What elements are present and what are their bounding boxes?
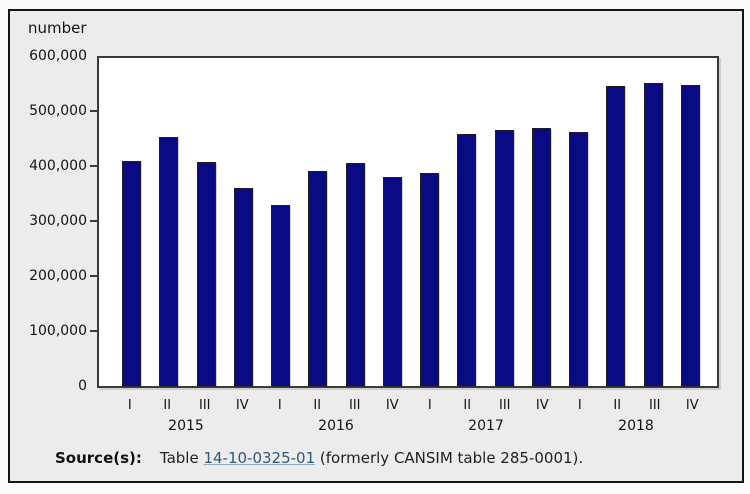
- bar-slot: [597, 58, 634, 386]
- x-year-label: 2016: [318, 418, 354, 434]
- source-label: Source(s):: [55, 449, 142, 467]
- source-line: Source(s): Table 14-10-0325-01 (formerly …: [10, 449, 742, 468]
- bar-slot: [560, 58, 597, 386]
- source-table-link[interactable]: 14-10-0325-01: [203, 449, 316, 467]
- x-tick-label: II: [313, 398, 322, 413]
- x-tick-label: III: [198, 398, 211, 413]
- axis-tick: [90, 165, 97, 167]
- x-axis-quarter-labels: I II III IV I II III IV I II III IV I II III IV: [97, 398, 719, 414]
- bar: [271, 204, 291, 386]
- bar: [345, 163, 365, 386]
- bar: [122, 161, 142, 386]
- bar-slot: [411, 58, 448, 386]
- axis-tick: [90, 330, 97, 332]
- x-tick-label: I: [277, 398, 282, 413]
- x-tick-label: IV: [385, 398, 399, 413]
- bar: [606, 85, 626, 386]
- x-tick-label: III: [348, 398, 361, 413]
- bar-slot: [150, 58, 187, 386]
- bar-slot: [188, 58, 225, 386]
- axis-tick: [90, 220, 97, 222]
- x-year-label: 2015: [168, 418, 204, 434]
- plot-area: [97, 56, 719, 388]
- x-tick-label: II: [613, 398, 622, 413]
- x-tick-label: I: [577, 398, 582, 413]
- source-text-after-link: (formerly CANSIM table 285-0001).: [315, 449, 584, 467]
- x-tick-label: III: [498, 398, 511, 413]
- bar: [680, 84, 700, 386]
- y-tick-label: 500,000: [29, 103, 87, 119]
- x-year-label: 2018: [618, 418, 654, 434]
- bar-slot: [262, 58, 299, 386]
- bar: [159, 137, 179, 386]
- x-axis-year-labels: 2015 2016 2017 2018: [97, 418, 719, 435]
- bar: [531, 128, 551, 386]
- bar-slot: [299, 58, 336, 386]
- bar-slot: [672, 58, 709, 386]
- y-tick-label: 200,000: [29, 268, 87, 284]
- bar: [494, 129, 514, 386]
- axis-tick: [90, 110, 97, 112]
- x-tick-label: II: [163, 398, 172, 413]
- bar-slot: [374, 58, 411, 386]
- bar: [233, 188, 253, 386]
- x-tick-label: II: [463, 398, 472, 413]
- y-tick-label: 300,000: [29, 213, 87, 229]
- x-tick-label: I: [427, 398, 432, 413]
- y-tick-label: 0: [78, 378, 87, 394]
- bar-series: [99, 58, 717, 386]
- y-tick-label: 400,000: [29, 158, 87, 174]
- bar-slot: [486, 58, 523, 386]
- x-tick-label: IV: [235, 398, 249, 413]
- bar-slot: [448, 58, 485, 386]
- bar: [643, 83, 663, 386]
- x-tick-label: I: [127, 398, 132, 413]
- bar-slot: [225, 58, 262, 386]
- bar: [457, 133, 477, 386]
- bar-slot: [113, 58, 150, 386]
- axis-tick: [90, 275, 97, 277]
- chart-panel: number 600,000 500,000 400,000 300,000 200,0…: [8, 9, 744, 483]
- x-year-label: 2017: [468, 418, 504, 434]
- bar: [196, 161, 216, 386]
- y-tick-label: 100,000: [29, 323, 87, 339]
- x-tick-label: IV: [685, 398, 699, 413]
- bar: [382, 176, 402, 386]
- source-text-before-link: Table: [159, 449, 204, 467]
- bar-slot: [337, 58, 374, 386]
- x-tick-label: III: [648, 398, 661, 413]
- bar: [308, 170, 328, 386]
- y-axis-labels: 600,000 500,000 400,000 300,000 200,000 100,0…: [10, 48, 87, 394]
- bar: [569, 132, 589, 386]
- y-axis-ticks: [90, 56, 97, 388]
- bar: [420, 172, 440, 386]
- bar-slot: [523, 58, 560, 386]
- y-tick-label: 600,000: [29, 48, 87, 64]
- y-axis-unit-label: number: [28, 19, 87, 37]
- x-tick-label: IV: [535, 398, 549, 413]
- bar-slot: [635, 58, 672, 386]
